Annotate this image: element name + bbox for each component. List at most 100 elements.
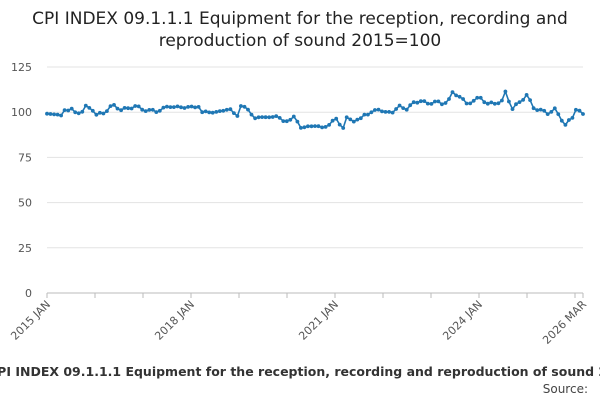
data-point — [581, 112, 585, 116]
data-point — [129, 106, 134, 111]
data-point — [362, 112, 367, 117]
x-tick-label: 2015 JAN — [8, 298, 53, 343]
data-point — [147, 108, 152, 112]
data-point — [246, 107, 250, 112]
data-point — [291, 114, 296, 119]
data-point — [489, 100, 494, 105]
data-point — [210, 110, 215, 115]
data-point — [69, 106, 74, 111]
data-point — [556, 112, 561, 116]
data-point — [503, 89, 508, 94]
data-point — [358, 116, 363, 121]
data-point — [98, 110, 102, 115]
data-point — [94, 112, 99, 117]
data-point — [567, 118, 571, 122]
data-point — [115, 106, 120, 111]
data-point — [447, 97, 451, 101]
data-point — [574, 107, 578, 112]
data-point — [316, 124, 321, 129]
data-point — [126, 106, 130, 111]
data-point — [90, 108, 95, 113]
data-point — [295, 119, 300, 124]
data-point — [55, 112, 60, 117]
data-point — [101, 111, 106, 116]
data-point — [288, 117, 293, 122]
data-point — [500, 98, 504, 103]
data-point — [376, 107, 381, 112]
data-point — [66, 108, 71, 113]
data-point — [334, 116, 339, 121]
data-point — [415, 100, 420, 105]
data-point — [157, 108, 162, 113]
data-point — [112, 103, 116, 107]
x-tick-label: 2024 JAN — [440, 298, 485, 343]
data-point — [380, 109, 384, 114]
data-point — [531, 106, 536, 111]
data-point — [552, 106, 557, 111]
data-point — [302, 125, 307, 130]
data-point — [323, 125, 328, 129]
data-point — [570, 116, 575, 120]
data-point — [320, 125, 324, 130]
data-point — [577, 108, 582, 113]
data-point — [59, 113, 63, 118]
y-tick-label: 125 — [11, 61, 32, 74]
data-point — [203, 109, 208, 114]
data-point — [337, 122, 342, 127]
x-tick-label: 2021 JAN — [296, 298, 341, 343]
data-point — [394, 107, 398, 111]
data-point — [228, 107, 233, 112]
data-point — [507, 99, 511, 104]
data-point — [482, 100, 487, 105]
data-point — [510, 107, 515, 111]
data-point — [48, 112, 53, 116]
data-point — [422, 99, 427, 103]
data-point — [397, 103, 402, 108]
data-point — [256, 115, 261, 120]
data-point — [436, 99, 441, 104]
data-point — [284, 119, 289, 124]
data-point — [224, 107, 229, 112]
data-point — [62, 108, 67, 112]
data-point — [341, 126, 346, 130]
data-point — [517, 100, 522, 104]
series-group — [45, 89, 585, 130]
data-point — [108, 104, 113, 108]
data-point — [83, 103, 88, 108]
data-point — [471, 98, 476, 103]
y-axis: 0 25 50 75 100 125 — [11, 61, 32, 300]
data-point — [418, 99, 423, 104]
data-point — [172, 105, 176, 109]
data-point — [563, 123, 568, 127]
data-point — [168, 105, 173, 109]
x-axis: 2015 JAN 2018 JAN 2021 JAN 2024 JAN 2026 MAR — [8, 293, 589, 347]
data-point — [189, 104, 194, 109]
data-point — [143, 109, 148, 113]
data-point — [464, 101, 469, 106]
data-point — [450, 90, 455, 94]
data-point — [105, 109, 109, 113]
y-tick-label: 75 — [18, 151, 32, 164]
data-point — [545, 112, 550, 116]
data-point — [260, 115, 264, 119]
data-point — [277, 116, 282, 120]
data-point — [263, 115, 268, 120]
data-point — [235, 114, 240, 118]
data-point — [408, 103, 413, 108]
data-point — [468, 101, 473, 106]
data-point — [165, 104, 169, 109]
data-point — [457, 94, 462, 99]
data-point — [274, 114, 279, 118]
data-point — [440, 102, 444, 107]
data-point — [454, 93, 458, 98]
y-tick-label: 100 — [11, 106, 32, 119]
data-point — [475, 95, 480, 100]
data-point — [348, 117, 353, 122]
data-point — [119, 108, 123, 113]
data-point — [45, 111, 49, 116]
data-point — [559, 118, 564, 123]
data-point — [330, 118, 335, 123]
data-point — [313, 124, 317, 128]
data-point — [214, 110, 219, 114]
data-point — [355, 117, 360, 122]
